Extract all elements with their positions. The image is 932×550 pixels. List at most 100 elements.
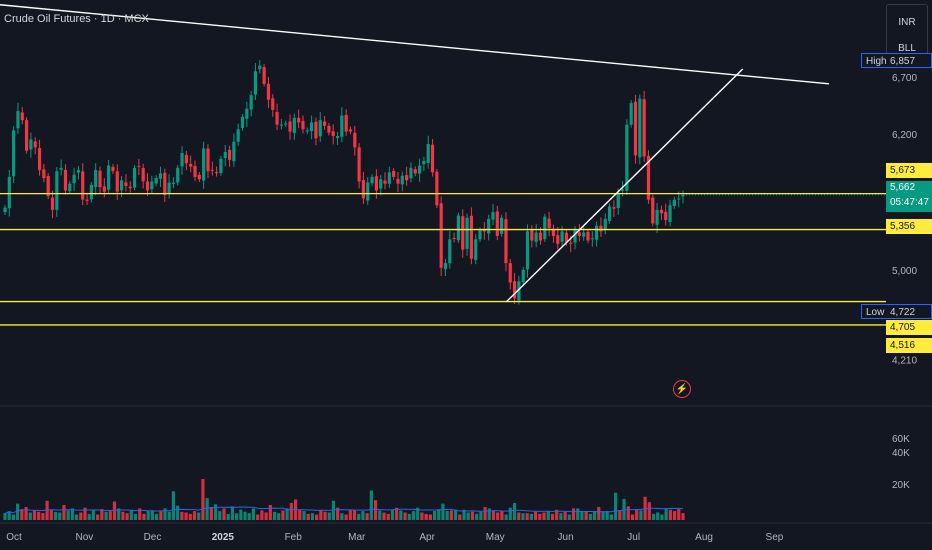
volume-bar: [133, 513, 138, 520]
volume-bar: [534, 511, 538, 520]
candle-body: [227, 149, 232, 160]
volume-bar: [87, 513, 91, 520]
candle-body: [396, 178, 400, 184]
volume-bar: [112, 501, 117, 520]
candle-body: [487, 218, 491, 234]
volume-bar: [639, 510, 643, 520]
candle-body: [145, 181, 150, 191]
candle-body: [651, 197, 655, 224]
volume-bar: [167, 511, 171, 520]
candle-body: [383, 180, 387, 184]
candle-body: [102, 186, 106, 192]
candle-body: [659, 209, 664, 214]
volume-bar: [512, 502, 517, 520]
volume-bar: [601, 511, 605, 520]
candle-body: [154, 178, 158, 184]
lightning-bolt-icon[interactable]: ⚡: [673, 380, 691, 398]
candle-body: [275, 111, 279, 125]
candle-body: [314, 121, 318, 139]
candle-body: [219, 158, 223, 174]
candle-body: [616, 192, 620, 209]
volume-bar: [28, 512, 32, 520]
volume-bar: [508, 507, 512, 520]
volume-bar: [3, 513, 7, 520]
candle-body: [20, 112, 24, 121]
candle-body: [469, 215, 473, 259]
candle-body: [422, 161, 426, 165]
candle-body: [400, 175, 404, 185]
currency-unit[interactable]: INR: [898, 17, 916, 28]
price-axis-tick: 6,700: [892, 73, 917, 84]
candle-body: [538, 232, 543, 241]
countdown-tag: 05:47:47: [886, 195, 932, 212]
candle-body: [357, 147, 361, 182]
volume-bar: [479, 511, 483, 520]
candle-body: [599, 225, 603, 232]
volume-bar: [592, 511, 597, 520]
quantity-unit[interactable]: BLL: [898, 43, 916, 54]
volume-bar: [146, 511, 150, 520]
candle-body: [491, 212, 495, 220]
candle-body: [59, 167, 63, 170]
volume-bar: [491, 510, 496, 520]
volume-bar: [555, 509, 559, 520]
candle-body: [452, 237, 456, 239]
volume-bar: [268, 504, 272, 520]
time-axis-tick: May: [486, 532, 505, 543]
volume-bar: [656, 512, 660, 520]
volume-bar: [352, 509, 357, 520]
level-tag-low-b: 4,516: [886, 338, 932, 353]
candle-body: [353, 132, 357, 148]
candle-body: [245, 108, 249, 119]
volume-bar: [677, 509, 681, 520]
candle-body: [612, 207, 616, 209]
volume-bar: [542, 512, 546, 520]
volume-bar: [91, 510, 96, 520]
volume-bar: [176, 505, 180, 520]
volume-bar: [323, 511, 327, 520]
candle-body: [297, 117, 301, 123]
grid: [0, 405, 932, 524]
volume-bar: [496, 512, 500, 520]
volume-bar: [218, 511, 222, 520]
volume-bar: [20, 509, 24, 520]
volume-bar: [475, 513, 479, 520]
volume-bar: [74, 514, 79, 520]
candle-body: [595, 225, 599, 240]
last-price-tag: 5,662: [886, 181, 932, 195]
candle-body: [668, 205, 672, 223]
volume-bar: [104, 511, 108, 520]
candle-body: [379, 179, 383, 189]
candle-body: [163, 172, 167, 196]
volume-moving-average: [4, 506, 684, 514]
volume-bar: [563, 511, 567, 520]
volume-bar: [546, 511, 550, 520]
volume-bar: [373, 500, 378, 520]
candle-body: [577, 232, 581, 236]
volume-bar: [121, 511, 125, 520]
candle-body: [72, 174, 76, 184]
trend-line-descending: [0, 4, 829, 85]
candle-body: [582, 232, 586, 237]
candle-body: [387, 172, 391, 184]
volume-bar: [630, 514, 635, 520]
candle-body: [340, 115, 344, 137]
trend-line-ascending: [506, 68, 744, 303]
candle-body: [197, 174, 201, 180]
volume-bar: [395, 507, 399, 520]
time-axis-tick: Nov: [75, 532, 93, 543]
low-price-tag: 4,722: [886, 304, 932, 319]
candle-body: [590, 238, 594, 240]
candle-body: [167, 182, 171, 194]
volume-bar: [16, 503, 20, 520]
candle-body: [551, 228, 556, 236]
candle-body: [115, 171, 119, 192]
volume-bar: [609, 514, 614, 520]
volume-bar: [432, 511, 437, 520]
volume-bar: [445, 511, 449, 520]
price-axis-tick: 5,000: [892, 266, 917, 277]
volume-bar: [159, 510, 163, 520]
candle-body: [258, 65, 262, 70]
candle-body: [262, 67, 266, 84]
